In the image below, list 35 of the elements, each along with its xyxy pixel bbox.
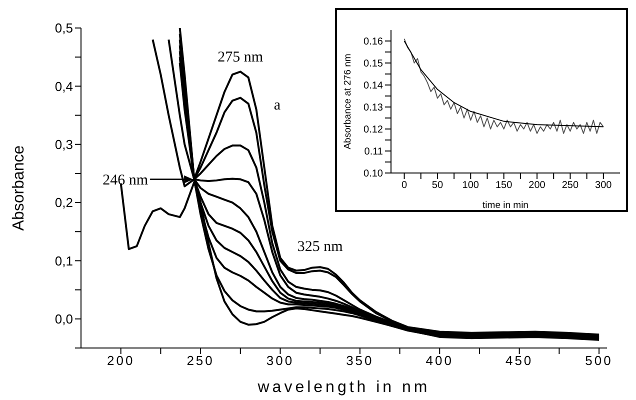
annotation: 246 nm bbox=[102, 172, 148, 188]
y-tick-label: 0,3 bbox=[54, 136, 73, 152]
x-tick-label: 450 bbox=[505, 353, 534, 368]
y-tick-label: 0,0 bbox=[54, 312, 73, 327]
x-tick-label: 300 bbox=[595, 180, 612, 192]
x-tick-label: 350 bbox=[346, 353, 374, 368]
x-axis-title: wavelength in nm bbox=[256, 379, 430, 396]
x-tick-label: 500 bbox=[585, 353, 613, 368]
x-tick-label: 250 bbox=[186, 353, 214, 368]
y-axis-title: Absorbance bbox=[10, 145, 28, 231]
x-tick-label: 200 bbox=[528, 180, 546, 192]
x-tick-label: 150 bbox=[495, 180, 513, 192]
y-tick-label: 0.16 bbox=[364, 36, 384, 48]
x-tick-label: 300 bbox=[266, 353, 294, 368]
annotation: 275 nm bbox=[218, 50, 264, 66]
x-tick-label: 250 bbox=[562, 180, 579, 192]
y-tick-label: 0,4 bbox=[54, 78, 73, 94]
x-tick-label: 400 bbox=[426, 353, 454, 368]
y-tick-label: 0.10 bbox=[364, 168, 384, 180]
annotation: 325 nm bbox=[297, 239, 344, 256]
x-tick-label: 0 bbox=[401, 180, 408, 192]
y-tick-label: 0.13 bbox=[364, 102, 384, 114]
x-tick-label: 100 bbox=[462, 180, 480, 192]
y-tick-label: 0,5 bbox=[54, 20, 73, 36]
y-tick-label: 0.14 bbox=[364, 80, 384, 92]
x-tick-label: 200 bbox=[106, 353, 135, 368]
y-axis-title: Absorbance at 276 nm bbox=[342, 54, 354, 150]
x-tick-label: 50 bbox=[432, 180, 444, 192]
y-tick-label: 0,2 bbox=[54, 195, 73, 210]
x-axis-title: time in min bbox=[482, 200, 528, 211]
y-tick-label: 0.15 bbox=[364, 58, 384, 70]
y-tick-label: 0.11 bbox=[364, 146, 384, 158]
y-tick-label: 0,1 bbox=[54, 253, 73, 268]
y-tick-label: 0.12 bbox=[364, 124, 384, 136]
annotation: a bbox=[274, 98, 281, 114]
